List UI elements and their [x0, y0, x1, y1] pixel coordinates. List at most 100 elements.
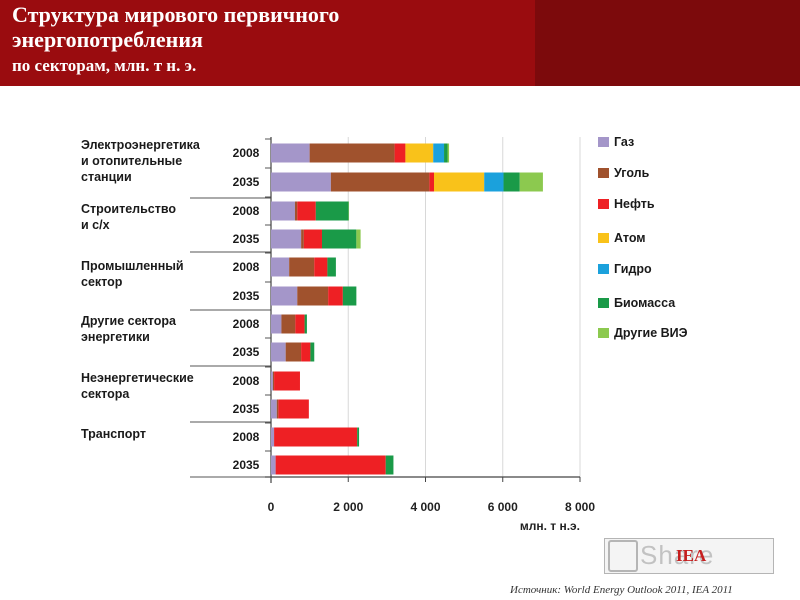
bar-segment — [394, 143, 406, 163]
legend-entry: Биомасса — [614, 296, 676, 310]
year-label: 2035 — [233, 345, 260, 359]
bar-segment — [271, 172, 331, 192]
bar-segment — [301, 229, 304, 249]
x-tick-label: 0 — [268, 500, 275, 514]
bar-segment — [271, 229, 302, 249]
page-title: Структура мирового первичного энергопотр… — [12, 2, 339, 52]
bar-segment — [271, 314, 282, 334]
source-note: Источник: World Energy Outlook 2011, IEA… — [510, 584, 733, 596]
legend-entry: Гидро — [614, 262, 652, 276]
sector-label: сектора — [81, 387, 130, 401]
bar-segment — [276, 399, 279, 419]
year-label: 2008 — [233, 204, 260, 218]
bar-segment — [356, 229, 361, 249]
bar-segment — [385, 455, 394, 475]
title-line-2: энергопотребления — [12, 27, 203, 52]
sector-label: Промышленный — [81, 259, 184, 273]
year-label: 2035 — [233, 289, 260, 303]
legend-entry: Нефть — [614, 197, 655, 211]
header-accent — [535, 0, 800, 86]
presentation-icon — [608, 540, 638, 572]
bar-segment — [271, 427, 275, 447]
bar-segment — [328, 286, 343, 306]
legend-swatch — [598, 137, 609, 147]
watermark: Share — [640, 540, 715, 570]
sector-label: Электроэнергетика — [81, 138, 201, 152]
bar-segment — [289, 257, 315, 277]
bar-segment — [271, 257, 290, 277]
bar-segment — [447, 143, 450, 163]
year-label: 2035 — [233, 232, 260, 246]
bar-segment — [444, 143, 448, 163]
bar-segment — [275, 455, 386, 475]
legend-swatch — [598, 199, 609, 209]
logo-frame — [604, 538, 774, 574]
bar-segment — [274, 371, 300, 391]
x-axis-label: млн. т н.э. — [520, 519, 580, 533]
bar-segment — [271, 371, 273, 391]
sector-label: энергетики — [81, 330, 150, 344]
bar-segment — [271, 399, 277, 419]
legend-swatch — [598, 233, 609, 243]
bar-segment — [271, 455, 276, 475]
year-label: 2035 — [233, 175, 260, 189]
sector-label: Транспорт — [81, 427, 146, 441]
year-label: 2035 — [233, 402, 260, 416]
legend-entry: Другие ВИЭ — [614, 326, 688, 340]
iea-logo: IEA — [676, 546, 707, 565]
bar-segment — [285, 342, 302, 362]
bar-segment — [314, 257, 328, 277]
bar-segment — [327, 257, 336, 277]
bar-segment — [429, 172, 434, 192]
bar-segment — [357, 427, 360, 447]
sector-label: Другие сектора — [81, 314, 177, 328]
bar-segment — [315, 201, 349, 221]
bar-segment — [281, 314, 296, 334]
sector-label: и отопительные — [81, 154, 182, 168]
bar-segment — [330, 172, 430, 192]
x-tick-label: 2 000 — [333, 500, 363, 514]
bar-segment — [294, 201, 298, 221]
year-label: 2008 — [233, 374, 260, 388]
sector-label: и с/х — [81, 218, 110, 232]
year-label: 2008 — [233, 260, 260, 274]
sector-label: Строительство — [81, 202, 176, 216]
bar-segment — [271, 143, 310, 163]
bar-segment — [301, 342, 311, 362]
bar-segment — [405, 143, 434, 163]
legend-entry: Газ — [614, 135, 634, 149]
year-label: 2035 — [233, 458, 260, 472]
sector-label: Неэнергетические — [81, 371, 194, 385]
bar-segment — [503, 172, 520, 192]
bar-segment — [271, 201, 295, 221]
sector-label: станции — [81, 170, 132, 184]
bar-segment — [484, 172, 504, 192]
title-line-1: Структура мирового первичного — [12, 2, 340, 27]
bar-segment — [271, 342, 286, 362]
bar-segment — [297, 286, 329, 306]
bar-segment — [278, 399, 309, 419]
bar-segment — [303, 229, 322, 249]
bar-segment — [271, 286, 298, 306]
year-label: 2008 — [233, 146, 260, 160]
x-tick-label: 4 000 — [410, 500, 440, 514]
bar-segment — [304, 314, 307, 334]
bar-segment — [309, 143, 395, 163]
bar-segment — [342, 286, 357, 306]
bar-segment — [321, 229, 357, 249]
bar-segment — [519, 172, 543, 192]
bar-segment — [433, 172, 485, 192]
bar-segment — [297, 201, 316, 221]
legend-entry: Атом — [614, 231, 646, 245]
bar-segment — [433, 143, 445, 163]
bar-segment — [274, 427, 358, 447]
year-label: 2008 — [233, 317, 260, 331]
legend-swatch — [598, 298, 609, 308]
legend-entry: Уголь — [614, 166, 650, 180]
bar-segment — [272, 371, 275, 391]
bar-segment — [310, 342, 315, 362]
page-subtitle: по секторам, млн. т н. э. — [12, 56, 197, 75]
bar-segment — [295, 314, 305, 334]
x-tick-label: 8 000 — [565, 500, 595, 514]
